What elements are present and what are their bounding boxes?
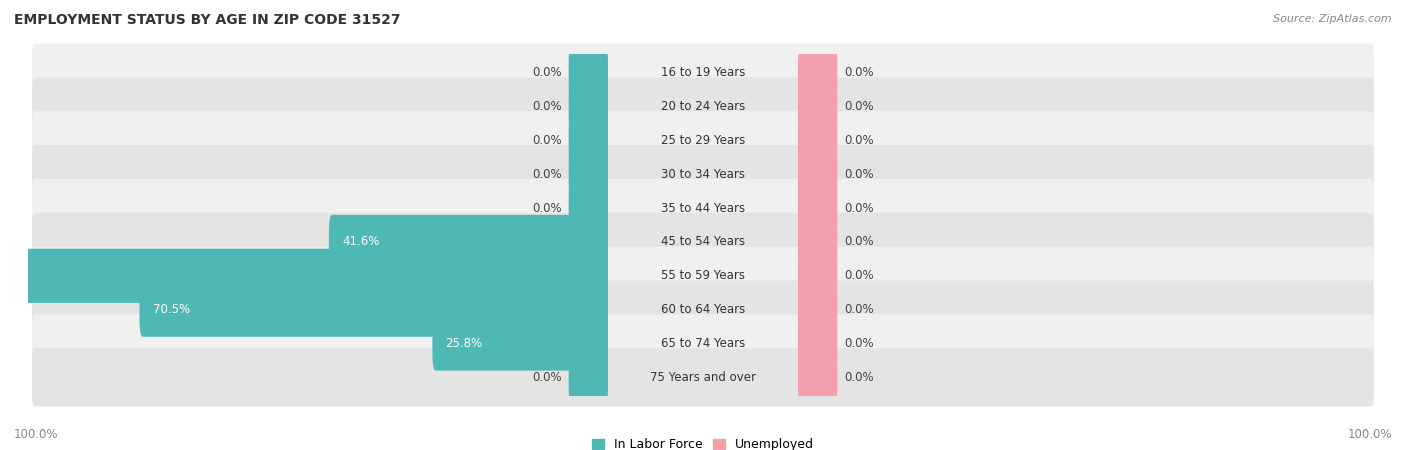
- Text: 35 to 44 Years: 35 to 44 Years: [661, 202, 745, 215]
- FancyBboxPatch shape: [568, 350, 607, 405]
- Text: Source: ZipAtlas.com: Source: ZipAtlas.com: [1274, 14, 1392, 23]
- Text: 0.0%: 0.0%: [533, 371, 562, 384]
- Text: 0.0%: 0.0%: [844, 134, 873, 147]
- Text: 41.6%: 41.6%: [342, 235, 380, 248]
- FancyBboxPatch shape: [32, 111, 1374, 170]
- Text: 65 to 74 Years: 65 to 74 Years: [661, 337, 745, 350]
- Text: 0.0%: 0.0%: [844, 202, 873, 215]
- FancyBboxPatch shape: [799, 249, 838, 303]
- FancyBboxPatch shape: [32, 315, 1374, 373]
- FancyBboxPatch shape: [32, 280, 1374, 339]
- Text: 100.0%: 100.0%: [0, 269, 4, 282]
- Text: 0.0%: 0.0%: [533, 168, 562, 181]
- FancyBboxPatch shape: [799, 350, 838, 405]
- FancyBboxPatch shape: [32, 145, 1374, 203]
- Text: 0.0%: 0.0%: [533, 134, 562, 147]
- Text: 100.0%: 100.0%: [14, 428, 59, 441]
- FancyBboxPatch shape: [568, 147, 607, 201]
- Text: EMPLOYMENT STATUS BY AGE IN ZIP CODE 31527: EMPLOYMENT STATUS BY AGE IN ZIP CODE 315…: [14, 14, 401, 27]
- Text: 16 to 19 Years: 16 to 19 Years: [661, 66, 745, 79]
- Text: 0.0%: 0.0%: [844, 168, 873, 181]
- Text: 0.0%: 0.0%: [533, 202, 562, 215]
- FancyBboxPatch shape: [32, 348, 1374, 406]
- Text: 0.0%: 0.0%: [844, 235, 873, 248]
- Text: 55 to 59 Years: 55 to 59 Years: [661, 269, 745, 282]
- Text: 25 to 29 Years: 25 to 29 Years: [661, 134, 745, 147]
- FancyBboxPatch shape: [0, 249, 607, 303]
- FancyBboxPatch shape: [32, 77, 1374, 135]
- FancyBboxPatch shape: [32, 44, 1374, 102]
- Text: 25.8%: 25.8%: [446, 337, 482, 350]
- Text: 60 to 64 Years: 60 to 64 Years: [661, 303, 745, 316]
- Text: 0.0%: 0.0%: [844, 100, 873, 113]
- FancyBboxPatch shape: [568, 79, 607, 134]
- Text: 0.0%: 0.0%: [533, 66, 562, 79]
- Text: 0.0%: 0.0%: [844, 337, 873, 350]
- FancyBboxPatch shape: [799, 79, 838, 134]
- FancyBboxPatch shape: [568, 45, 607, 100]
- FancyBboxPatch shape: [32, 247, 1374, 305]
- FancyBboxPatch shape: [433, 316, 607, 371]
- Text: 0.0%: 0.0%: [844, 371, 873, 384]
- Text: 70.5%: 70.5%: [153, 303, 190, 316]
- FancyBboxPatch shape: [799, 215, 838, 269]
- FancyBboxPatch shape: [32, 213, 1374, 271]
- FancyBboxPatch shape: [799, 45, 838, 100]
- FancyBboxPatch shape: [32, 179, 1374, 237]
- Text: 0.0%: 0.0%: [533, 100, 562, 113]
- Text: 0.0%: 0.0%: [844, 66, 873, 79]
- Text: 45 to 54 Years: 45 to 54 Years: [661, 235, 745, 248]
- FancyBboxPatch shape: [329, 215, 607, 269]
- FancyBboxPatch shape: [799, 316, 838, 371]
- Text: 30 to 34 Years: 30 to 34 Years: [661, 168, 745, 181]
- FancyBboxPatch shape: [799, 283, 838, 337]
- Text: 75 Years and over: 75 Years and over: [650, 371, 756, 384]
- Text: 0.0%: 0.0%: [844, 269, 873, 282]
- FancyBboxPatch shape: [799, 147, 838, 201]
- Legend: In Labor Force, Unemployed: In Labor Force, Unemployed: [592, 438, 814, 450]
- Text: 20 to 24 Years: 20 to 24 Years: [661, 100, 745, 113]
- FancyBboxPatch shape: [568, 181, 607, 235]
- FancyBboxPatch shape: [139, 283, 607, 337]
- Text: 0.0%: 0.0%: [844, 303, 873, 316]
- Text: 100.0%: 100.0%: [1347, 428, 1392, 441]
- FancyBboxPatch shape: [799, 181, 838, 235]
- FancyBboxPatch shape: [799, 113, 838, 167]
- FancyBboxPatch shape: [568, 113, 607, 167]
